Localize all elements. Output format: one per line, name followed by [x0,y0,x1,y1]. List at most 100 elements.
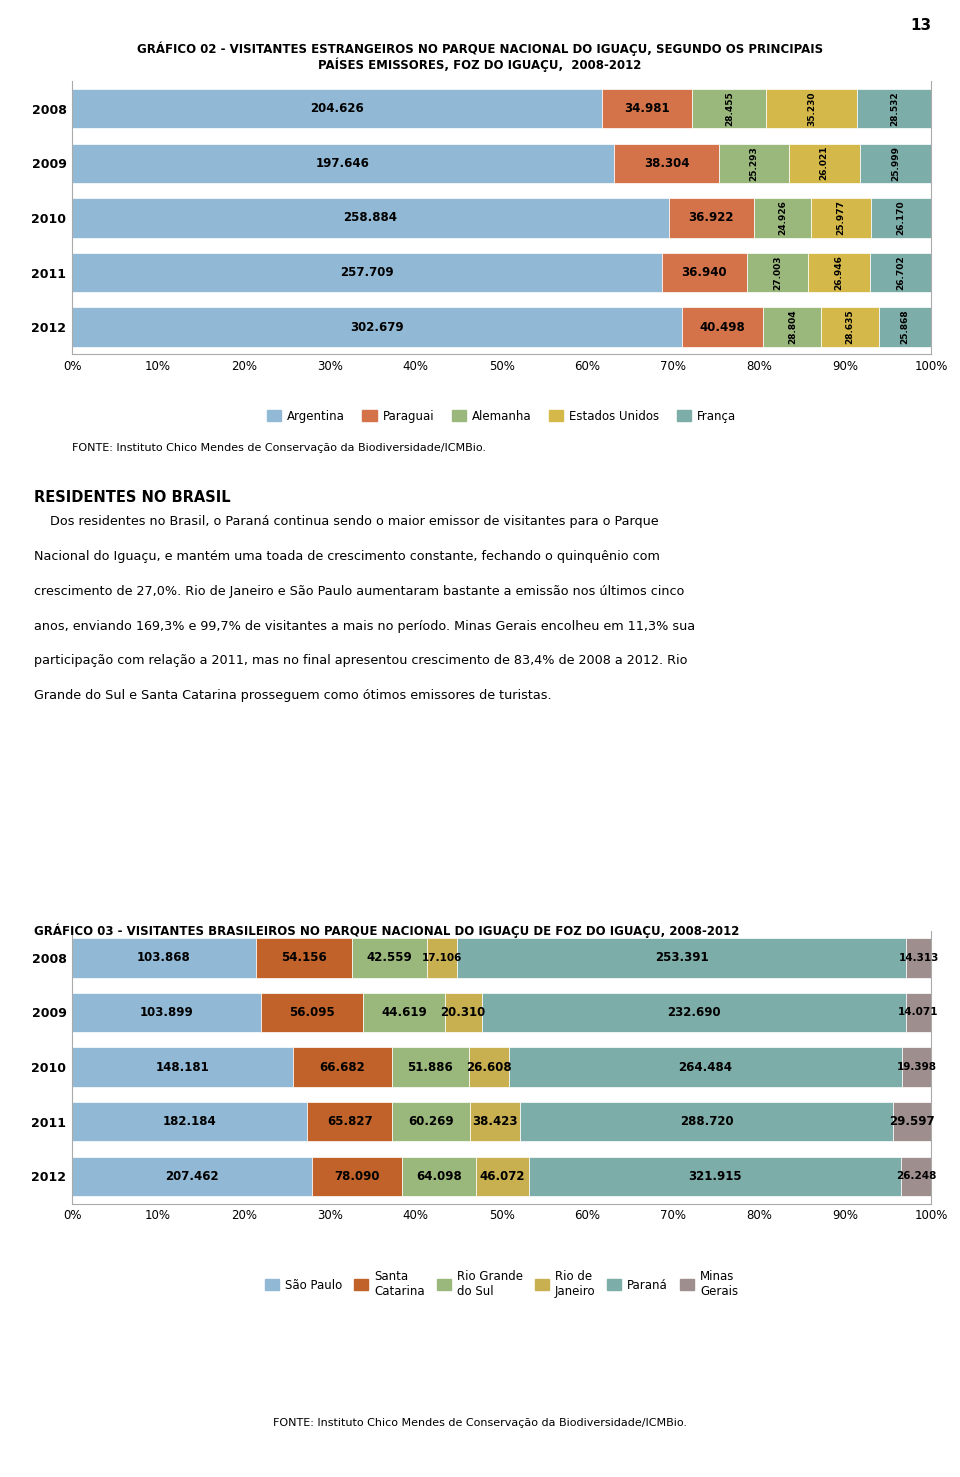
Text: 28.455: 28.455 [725,92,733,126]
Bar [668,198,754,238]
Bar [905,993,931,1032]
Bar [72,1047,293,1087]
Text: 28.532: 28.532 [890,92,899,126]
Text: PAÍSES EMISSORES, FOZ DO IGUAÇU,  2008-2012: PAÍSES EMISSORES, FOZ DO IGUAÇU, 2008-20… [319,58,641,72]
Text: RESIDENTES NO BRASIL: RESIDENTES NO BRASIL [34,490,230,505]
Text: 56.095: 56.095 [290,1006,335,1019]
Bar [614,143,719,183]
Bar [692,89,766,128]
Bar [900,1156,931,1196]
Text: 54.156: 54.156 [281,951,326,964]
Text: 28.804: 28.804 [788,310,797,344]
Bar [662,253,747,292]
Text: 14.313: 14.313 [899,953,939,963]
Text: 38.304: 38.304 [644,157,689,170]
Text: 26.946: 26.946 [835,256,844,289]
Text: 66.682: 66.682 [320,1060,365,1074]
Text: 257.709: 257.709 [340,266,394,279]
Text: 36.922: 36.922 [688,211,733,225]
Text: anos, enviando 169,3% e 99,7% de visitantes a mais no período. Minas Gerais enco: anos, enviando 169,3% e 99,7% de visitan… [34,619,695,632]
Bar [402,1156,476,1196]
Text: 51.886: 51.886 [408,1060,453,1074]
Text: 24.926: 24.926 [778,201,787,235]
Text: crescimento de 27,0%. Rio de Janeiro e São Paulo aumentaram bastante a emissão n: crescimento de 27,0%. Rio de Janeiro e S… [34,585,684,598]
Bar [906,938,931,978]
Bar [509,1047,902,1087]
Bar [444,993,482,1032]
Text: 14.071: 14.071 [899,1007,939,1018]
Bar [72,253,662,292]
Legend: Argentina, Paraguai, Alemanha, Estados Unidos, França: Argentina, Paraguai, Alemanha, Estados U… [267,409,736,422]
Text: 17.106: 17.106 [422,953,463,963]
Text: 44.619: 44.619 [381,1006,427,1019]
Text: 25.293: 25.293 [750,146,758,180]
Text: 207.462: 207.462 [165,1170,219,1183]
Text: 148.181: 148.181 [156,1060,209,1074]
Text: 182.184: 182.184 [163,1115,217,1128]
Text: 204.626: 204.626 [310,102,364,115]
Bar [766,89,857,128]
Bar [902,1047,931,1087]
Bar [682,307,763,347]
Text: 46.072: 46.072 [480,1170,525,1183]
Bar [72,89,602,128]
Text: 35.230: 35.230 [807,92,816,126]
Text: 103.899: 103.899 [140,1006,194,1019]
Bar [72,1156,312,1196]
Bar [476,1156,529,1196]
Text: 29.597: 29.597 [889,1115,935,1128]
Bar [351,938,427,978]
Text: participação com relação a 2011, mas no final apresentou crescimento de 83,4% de: participação com relação a 2011, mas no … [34,654,687,668]
Legend: São Paulo, Santa
Catarina, Rio Grande
do Sul, Rio de
Janeiro, Paraná, Minas
Gera: São Paulo, Santa Catarina, Rio Grande do… [265,1270,738,1298]
Text: FONTE: Instituto Chico Mendes de Conservação da Biodiversidade/ICMBio.: FONTE: Instituto Chico Mendes de Conserv… [72,443,486,453]
Text: 64.098: 64.098 [416,1170,462,1183]
Text: 28.635: 28.635 [846,310,854,344]
Text: 19.398: 19.398 [897,1062,937,1072]
Bar [857,89,931,128]
Bar [312,1156,402,1196]
Text: 253.391: 253.391 [655,951,708,964]
Text: 34.981: 34.981 [624,102,670,115]
Bar [482,993,905,1032]
Text: 25.977: 25.977 [836,201,846,235]
Bar [364,993,444,1032]
Bar [72,143,614,183]
Bar [719,143,788,183]
Bar [72,198,668,238]
Bar [72,307,682,347]
Text: 264.484: 264.484 [679,1060,732,1074]
Text: GRÁFICO 02 - VISITANTES ESTRANGEIROS NO PARQUE NACIONAL DO IGUAÇU, SEGUNDO OS PR: GRÁFICO 02 - VISITANTES ESTRANGEIROS NO … [137,41,823,56]
Text: Nacional do Iguaçu, e mantém uma toada de crescimento constante, fechando o quin: Nacional do Iguaçu, e mantém uma toada d… [34,549,660,563]
Bar [788,143,860,183]
Bar [427,938,457,978]
Bar [261,993,364,1032]
Text: 302.679: 302.679 [350,321,404,334]
Bar [822,307,879,347]
Bar [470,1102,520,1142]
Text: 26.702: 26.702 [896,256,905,289]
Text: 258.884: 258.884 [344,211,397,225]
Bar [893,1102,931,1142]
Bar [256,938,351,978]
Bar [457,938,906,978]
Text: 36.940: 36.940 [682,266,727,279]
Text: GRÁFICO 03 - VISITANTES BRASILEIROS NO PARQUE NACIONAL DO IGUAÇU DE FOZ DO IGUAÇ: GRÁFICO 03 - VISITANTES BRASILEIROS NO P… [34,923,739,938]
Bar [602,89,692,128]
Bar [763,307,822,347]
Bar [529,1156,900,1196]
Text: 65.827: 65.827 [327,1115,372,1128]
Text: FONTE: Instituto Chico Mendes de Conservação da Biodiversidade/ICMBio.: FONTE: Instituto Chico Mendes de Conserv… [273,1418,687,1428]
Bar [870,253,931,292]
Text: 232.690: 232.690 [667,1006,720,1019]
Text: 13: 13 [910,18,931,32]
Bar [72,938,256,978]
Bar [392,1047,469,1087]
Bar [879,307,931,347]
Text: 26.608: 26.608 [466,1060,512,1074]
Text: 288.720: 288.720 [680,1115,733,1128]
Text: 38.423: 38.423 [472,1115,517,1128]
Bar [72,993,261,1032]
Text: 27.003: 27.003 [773,256,782,289]
Text: 197.646: 197.646 [316,157,370,170]
Bar [747,253,808,292]
